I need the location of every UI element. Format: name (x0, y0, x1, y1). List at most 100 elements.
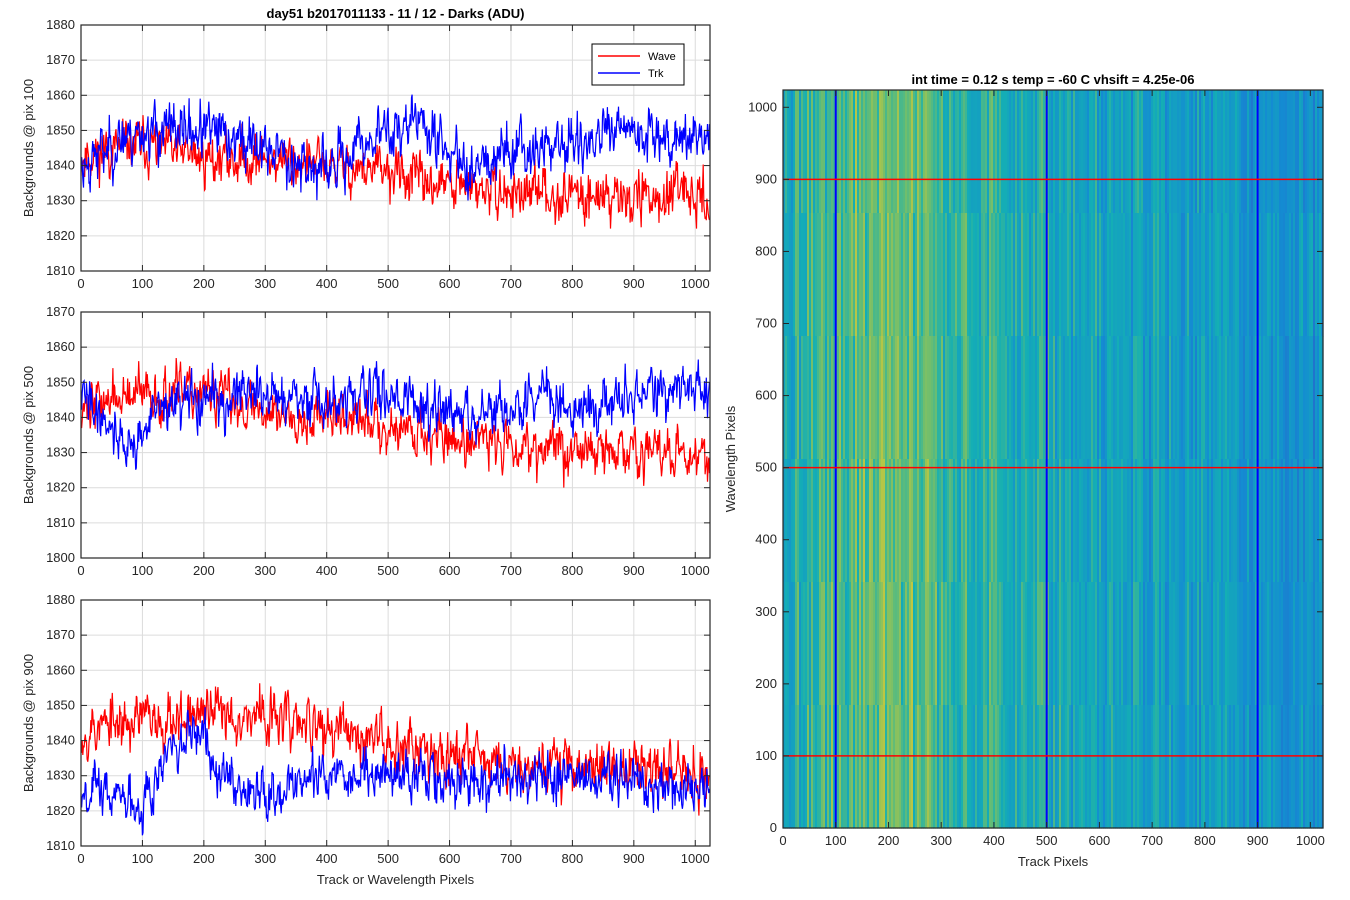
x-tick-label: 700 (1141, 833, 1163, 848)
y-tick-label: 600 (755, 388, 777, 403)
x-tick-label: 100 (825, 833, 847, 848)
x-tick-label: 300 (254, 851, 276, 866)
axes-1: 0 100 200 300 400 500 600 700 800 900 1000 1810 1820… (21, 6, 711, 291)
series-line-trk (81, 707, 710, 836)
y-tick-label: 1880 (46, 592, 75, 607)
y-tick-label: 1840 (46, 733, 75, 748)
x-tick-label: 800 (562, 563, 584, 578)
x-tick-label: 100 (132, 851, 154, 866)
series-line-trk (81, 359, 710, 470)
x-tick-label: 0 (77, 276, 84, 291)
x-axis-label: Track or Wavelength Pixels (317, 872, 475, 887)
x-tick-label: 500 (377, 851, 399, 866)
y-tick-label: 1000 (748, 99, 777, 114)
y-tick-label: 1860 (46, 339, 75, 354)
x-tick-label: 0 (77, 851, 84, 866)
y-tick-label: 1870 (46, 627, 75, 642)
y-tick-label: 800 (755, 243, 777, 258)
x-tick-label: 500 (1036, 833, 1058, 848)
x-tick-label: 400 (316, 851, 338, 866)
x-tick-label: 300 (930, 833, 952, 848)
y-tick-label: 1860 (46, 662, 75, 677)
y-tick-label: 1870 (46, 52, 75, 67)
x-tick-label: 800 (562, 851, 584, 866)
x-tick-label: 300 (254, 563, 276, 578)
legend: Wave Trk (591, 43, 685, 86)
y-tick-label: 700 (755, 316, 777, 331)
axes-2: 0 100 200 300 400 500 600 700 800 900 1000 1800 1810… (21, 304, 711, 578)
y-tick-label: 1880 (46, 17, 75, 32)
y-tick-label: 1850 (46, 122, 75, 137)
x-tick-label: 1000 (681, 563, 710, 578)
x-tick-label: 700 (500, 276, 522, 291)
axes-3: 0 100 200 300 400 500 600 700 800 900 1000 1810 1820… (21, 592, 711, 887)
x-tick-label: 1000 (681, 851, 710, 866)
y-tick-label: 1860 (46, 87, 75, 102)
x-tick-label: 300 (254, 276, 276, 291)
series-line-trk (81, 94, 710, 201)
y-tick-label: 1830 (46, 193, 75, 208)
x-tick-label: 400 (316, 276, 338, 291)
y-tick-label: 1830 (46, 445, 75, 460)
x-tick-label: 700 (500, 851, 522, 866)
x-tick-label: 900 (623, 563, 645, 578)
y-tick-label: 900 (755, 171, 777, 186)
y-tick-label: 100 (755, 748, 777, 763)
y-tick-label: 1820 (46, 228, 75, 243)
y-tick-label: 1800 (46, 550, 75, 565)
x-tick-label: 600 (1089, 833, 1111, 848)
x-tick-label: 900 (623, 276, 645, 291)
axes-box (80, 24, 711, 272)
x-tick-label: 0 (77, 563, 84, 578)
y-tick-label: 1820 (46, 480, 75, 495)
x-tick-label: 600 (439, 276, 461, 291)
y-tick-label: 0 (770, 820, 777, 835)
axes-box (782, 89, 1324, 829)
legend-entry-trk: Trk (648, 68, 664, 80)
x-tick-label: 600 (439, 563, 461, 578)
y-tick-label: 1850 (46, 374, 75, 389)
legend-entry-wave: Wave (648, 51, 676, 63)
x-tick-label: 100 (132, 276, 154, 291)
heatmap-image (783, 90, 1324, 829)
legend-box (591, 43, 685, 86)
y-axis-label: Wavelength Pixels (723, 405, 738, 512)
y-tick-label: 1810 (46, 838, 75, 853)
chart-title: int time = 0.12 s temp = -60 C vhsift = … (912, 72, 1195, 87)
plot-background (81, 600, 710, 846)
x-tick-label: 0 (779, 833, 786, 848)
series-line-wave (81, 115, 710, 229)
x-tick-label: 1000 (681, 276, 710, 291)
x-tick-label: 400 (316, 563, 338, 578)
chart-title: day51 b2017011133 - 11 / 12 - Darks (ADU… (267, 6, 525, 21)
x-tick-label: 200 (193, 276, 215, 291)
y-tick-label: 1810 (46, 263, 75, 278)
x-tick-label: 700 (500, 563, 522, 578)
y-tick-label: 1840 (46, 409, 75, 424)
x-tick-label: 400 (983, 833, 1005, 848)
x-tick-label: 600 (439, 851, 461, 866)
y-tick-label: 300 (755, 604, 777, 619)
y-tick-label: 1840 (46, 158, 75, 173)
axes-box (80, 311, 711, 559)
x-tick-label: 900 (1247, 833, 1269, 848)
x-tick-label: 200 (193, 851, 215, 866)
x-tick-label: 100 (132, 563, 154, 578)
x-tick-label: 500 (377, 276, 399, 291)
x-axis-label: Track Pixels (1018, 854, 1089, 869)
x-tick-label: 800 (1194, 833, 1216, 848)
axes-4: 0 100 200 300 400 500 600 700 800 900 1000 0 100 200 3… (723, 72, 1325, 869)
y-axis-label: Backgrounds @ pix 500 (21, 366, 36, 504)
y-tick-label: 200 (755, 676, 777, 691)
x-tick-label: 500 (377, 563, 399, 578)
x-tick-label: 800 (562, 276, 584, 291)
y-axis-label: Backgrounds @ pix 900 (21, 654, 36, 792)
x-tick-label: 900 (623, 851, 645, 866)
y-tick-label: 1830 (46, 768, 75, 783)
axes-box (80, 599, 711, 847)
y-tick-label: 1870 (46, 304, 75, 319)
y-tick-label: 1850 (46, 697, 75, 712)
x-tick-label: 200 (193, 563, 215, 578)
x-tick-label: 1000 (1296, 833, 1325, 848)
